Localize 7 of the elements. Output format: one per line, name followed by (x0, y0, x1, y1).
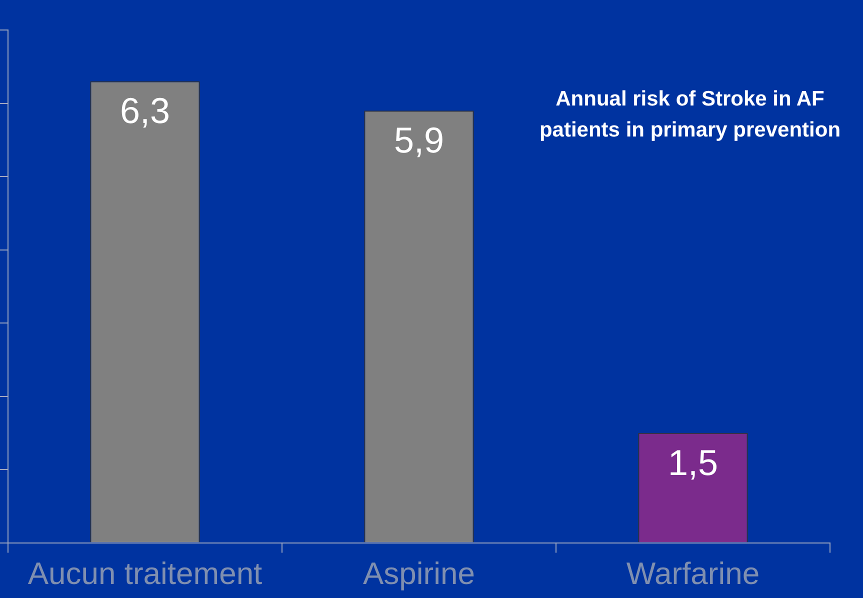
data-label: 1,5 (668, 442, 718, 483)
text: Annual risk of Stroke in AF patients in primary prevention (539, 87, 841, 142)
x-tick-label: Aucun traitement (28, 556, 263, 591)
x-tick-label: Aspirine (363, 556, 475, 591)
data-label: 6,3 (120, 90, 170, 132)
data-label: 5,9 (394, 120, 444, 161)
x-tick-label: Warfarine (626, 556, 760, 591)
